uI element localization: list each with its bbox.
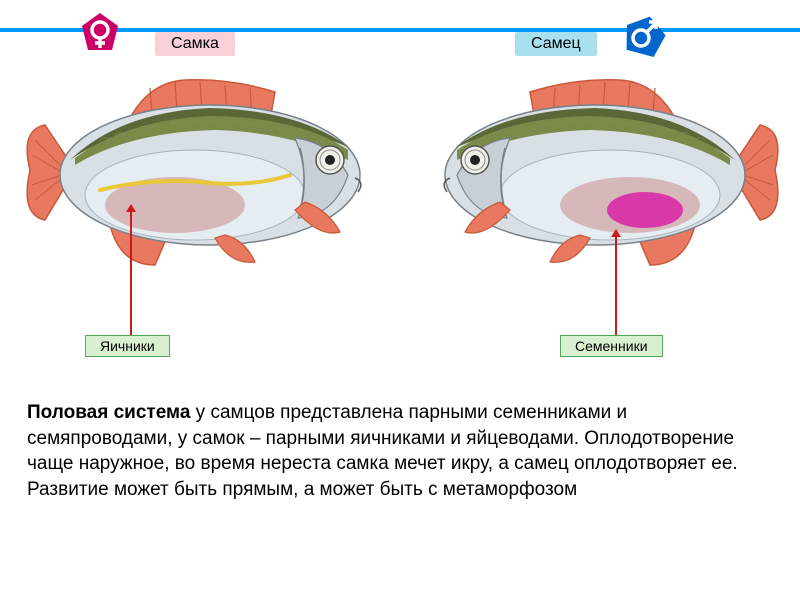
male-symbol-icon	[615, 8, 675, 68]
description-bold-term: Половая система	[27, 402, 190, 423]
male-label: Самец	[515, 32, 597, 56]
female-symbol-icon	[70, 8, 130, 68]
ovaries-label: Яичники	[85, 335, 170, 357]
female-label: Самка	[155, 32, 235, 56]
testes-pointer-line	[615, 235, 617, 335]
female-fish-diagram	[20, 70, 400, 325]
ovary-pointer-line	[130, 210, 132, 335]
male-fish-diagram	[405, 70, 785, 325]
testes-label: Семенники	[560, 335, 663, 357]
description-text: Половая система у самцов представлена па…	[27, 400, 773, 503]
